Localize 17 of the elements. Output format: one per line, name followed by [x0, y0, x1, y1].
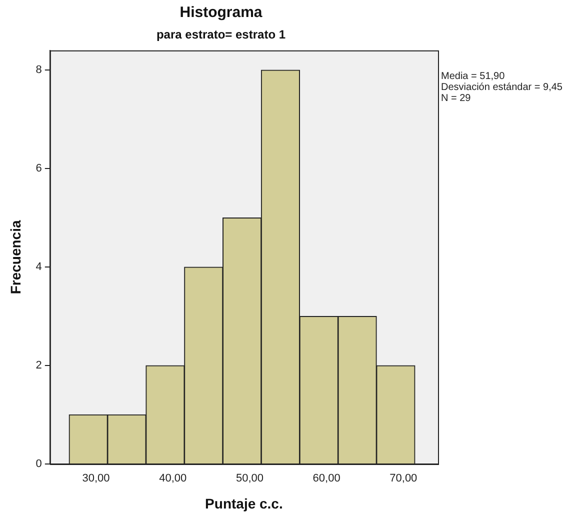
- chart-subtitle: para estrato= estrato 1: [156, 28, 286, 42]
- x-tick-label: 40,00: [159, 472, 187, 485]
- y-tick-label: 0: [36, 458, 42, 470]
- x-tick-label: 30,00: [82, 472, 110, 485]
- x-tick-label: 70,00: [390, 472, 418, 485]
- text: Media = 51,90: [441, 71, 506, 82]
- y-tick-label: 8: [36, 64, 42, 76]
- x-axis-title: Puntaje c.c.: [205, 495, 283, 512]
- x-tick-label: 50,00: [236, 472, 264, 485]
- text: Desviación estándar = 9,45: [441, 82, 563, 94]
- y-tick-label: 6: [36, 162, 42, 175]
- y-tick-label: 2: [36, 360, 42, 372]
- y-axis-title: Frecuencia: [7, 220, 24, 294]
- x-tick-label: 60,00: [312, 472, 340, 485]
- text: N = 29: [441, 93, 472, 104]
- y-tick-label: 4: [36, 261, 42, 274]
- chart-title: Histograma: [180, 4, 263, 22]
